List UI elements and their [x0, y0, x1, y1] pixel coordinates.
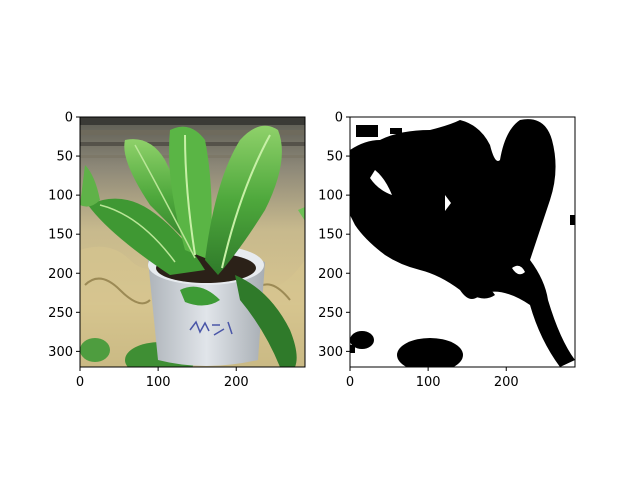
y-tick-label: 50 — [326, 150, 343, 165]
y-tick-label: 150 — [318, 228, 343, 243]
x-tick-label: 100 — [146, 375, 171, 390]
y-tick-label: 200 — [48, 267, 73, 282]
y-tick-label: 0 — [65, 111, 73, 126]
binary-mask-axes: 0 100 200 0 50 100 150 200 250 300 — [318, 111, 518, 391]
x-tick-label: 0 — [346, 375, 354, 390]
y-tick-label: 100 — [48, 189, 73, 204]
y-tick-label: 200 — [318, 267, 343, 282]
y-tick-label: 50 — [56, 150, 73, 165]
x-tick-label: 200 — [494, 375, 519, 390]
plant-photo-panel: 0 100 200 0 50 100 150 200 250 300 — [48, 111, 306, 391]
x-tick-label: 100 — [416, 375, 441, 390]
x-tick-label: 200 — [224, 375, 249, 390]
y-tick-label: 150 — [48, 228, 73, 243]
y-tick-label: 0 — [335, 111, 343, 126]
y-tick-label: 300 — [318, 345, 343, 360]
y-tick-label: 250 — [48, 306, 73, 321]
plant-photo-axes: 0 100 200 0 50 100 150 200 250 300 — [48, 111, 248, 391]
y-tick-label: 100 — [318, 189, 343, 204]
binary-mask-panel: 0 100 200 0 50 100 150 200 250 300 — [318, 111, 576, 391]
y-tick-label: 300 — [48, 345, 73, 360]
binary-mask-icon — [350, 117, 575, 367]
y-tick-label: 250 — [318, 306, 343, 321]
x-tick-label: 0 — [76, 375, 84, 390]
plant-photo-icon — [80, 117, 305, 367]
